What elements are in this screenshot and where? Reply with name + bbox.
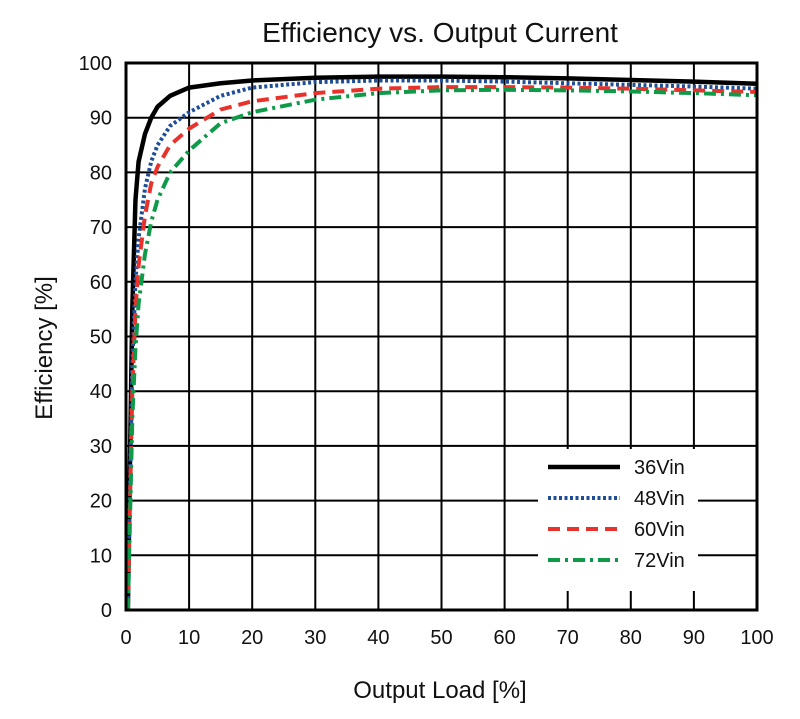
legend-label: 36Vin (634, 457, 685, 479)
y-tick-label: 80 (90, 162, 112, 184)
legend: 36Vin 48Vin 60Vin 72Vin (538, 449, 698, 591)
legend-label: 48Vin (634, 488, 685, 510)
chart-title: Efficiency vs. Output Current (262, 17, 618, 48)
x-tick-label: 20 (241, 627, 263, 649)
x-tick-label: 0 (120, 627, 131, 649)
y-tick-label: 30 (90, 436, 112, 458)
series-line-48vin (125, 78, 758, 611)
x-tick-label: 10 (178, 627, 200, 649)
plot-frame (124, 61, 759, 612)
y-tick-label: 90 (90, 108, 112, 130)
y-tick-label: 50 (90, 327, 112, 349)
y-axis-label: Efficiency [%] (31, 276, 58, 420)
x-tick-label: 60 (493, 627, 515, 649)
x-tick-label: 50 (430, 627, 452, 649)
x-tick-label: 40 (367, 627, 389, 649)
y-tick-label: 10 (90, 545, 112, 567)
tick-layer: 0 10 20 30 40 50 60 70 80 90 100 0 10 20 30 40 50 60 70 80 9… (79, 53, 774, 649)
y-tick-label: 40 (90, 381, 112, 403)
y-tick-label: 70 (90, 217, 112, 239)
series-line-60vin (125, 85, 758, 611)
legend-box (538, 449, 698, 591)
x-tick-label: 100 (740, 627, 773, 649)
y-tick-label: 60 (90, 272, 112, 294)
series-line-36vin (125, 74, 758, 611)
y-tick-label: 20 (90, 491, 112, 513)
x-tick-label: 70 (557, 627, 579, 649)
y-tick-label: 100 (79, 53, 112, 75)
y-tick-label: 0 (101, 600, 112, 622)
legend-label: 72Vin (634, 550, 685, 572)
series-line-72vin (125, 87, 758, 611)
legend-label: 60Vin (634, 519, 685, 541)
x-tick-label: 80 (620, 627, 642, 649)
series-layer (125, 74, 758, 611)
x-tick-label: 90 (683, 627, 705, 649)
x-tick-label: 30 (304, 627, 326, 649)
x-axis-label: Output Load [%] (353, 677, 526, 704)
